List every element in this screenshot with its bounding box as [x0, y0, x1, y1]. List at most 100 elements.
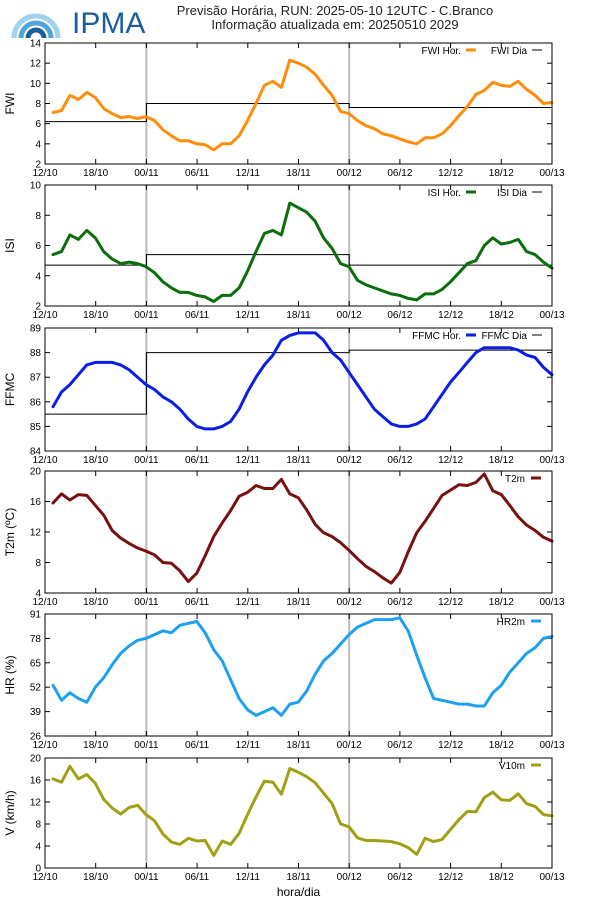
y-tick-label: 84: [30, 447, 42, 458]
y-tick-label: 20: [30, 754, 42, 765]
x-tick-label: 00/11: [134, 168, 159, 179]
plot-frame: [44, 327, 553, 452]
x-tick-label: 00/13: [539, 597, 564, 608]
panel-1: 2 4 6 8 10 12 14 12/10 18/10 00/11 06/11 12/11 18/11…: [3, 39, 565, 180]
x-tick-label: 18/11: [286, 872, 311, 883]
x-tick-label: 06/11: [185, 168, 210, 179]
y-tick-label: 20: [30, 467, 42, 478]
y-tick-label: 85: [30, 422, 42, 433]
y-tick-label: 89: [30, 324, 42, 335]
x-tick-label: 06/12: [387, 310, 412, 321]
series-line: [51, 201, 554, 303]
y-tick-label: 4: [35, 139, 41, 150]
y-tick-label: 87: [30, 373, 42, 384]
x-tick-label: 06/12: [387, 597, 412, 608]
x-tick-label: 00/13: [539, 310, 564, 321]
x-tick-label: 18/11: [286, 740, 311, 751]
x-tick-label: 12/12: [438, 872, 463, 883]
x-tick-label: 18/11: [286, 168, 311, 179]
x-tick-label: 06/12: [387, 740, 412, 751]
x-tick-label: 18/11: [286, 597, 311, 608]
ipma-logo-text: IPMA: [72, 7, 146, 40]
x-tick-label: 18/10: [83, 597, 108, 608]
x-tick-label: 18/11: [286, 455, 311, 466]
x-tick-label: 06/12: [387, 168, 412, 179]
x-tick-label: 12/10: [32, 455, 57, 466]
y-tick-label: 88: [30, 348, 42, 359]
y-tick-label: 8: [35, 558, 41, 569]
panel-2: 2 4 6 8 10 12/10 18/10 00/11 06/11 12/11 18/11 00/1…: [3, 181, 565, 322]
y-tick-label: 14: [30, 39, 42, 50]
panel-3: 84 85 86 87 88 89 12/10 18/10 00/11 06/11 12/11 18/…: [3, 324, 565, 467]
x-tick-label: 00/11: [134, 597, 159, 608]
x-tick-label: 12/10: [32, 168, 57, 179]
legend-label: FFMC Hor.: [412, 331, 461, 342]
y-axis-label: FWI: [3, 93, 17, 115]
plot-frame: [44, 470, 553, 594]
x-tick-label: 18/12: [489, 597, 514, 608]
x-tick-label: 00/12: [337, 168, 362, 179]
daily-step-line: [45, 103, 552, 123]
x-tick-label: 12/11: [236, 872, 261, 883]
x-tick-label: 06/11: [185, 872, 210, 883]
y-tick-label: 6: [35, 119, 41, 130]
x-tick-label: 12/12: [438, 168, 463, 179]
legend-label: FFMC Dia: [481, 331, 527, 342]
series-line: [51, 616, 554, 717]
x-tick-label: 12/12: [438, 740, 463, 751]
x-tick-label: 12/11: [236, 597, 261, 608]
series-line: [51, 331, 554, 431]
x-tick-label: 18/10: [83, 168, 108, 179]
y-tick-label: 52: [30, 683, 42, 694]
legend-label: ISI Dia: [497, 188, 527, 199]
x-tick-label: 18/10: [83, 455, 108, 466]
y-tick-label: 39: [30, 707, 42, 718]
x-tick-label: 18/10: [83, 310, 108, 321]
x-tick-label: 00/12: [337, 872, 362, 883]
x-tick-label: 00/12: [337, 455, 362, 466]
x-tick-label: 12/11: [236, 740, 261, 751]
x-axis-label: hora/dia: [277, 885, 321, 899]
x-tick-label: 00/11: [134, 740, 159, 751]
panel-4: 4 8 12 16 20 12/10 18/10 00/11 06/11 12/11 18/11 00…: [3, 467, 565, 609]
y-tick-label: 16: [30, 776, 42, 787]
y-tick-label: 6: [35, 241, 41, 252]
x-tick-label: 00/13: [539, 740, 564, 751]
y-axis-label: V (km/h): [3, 790, 17, 835]
x-tick-label: 00/13: [539, 872, 564, 883]
x-tick-label: 18/12: [489, 872, 514, 883]
plot-frame: [44, 42, 553, 165]
x-tick-label: 18/10: [83, 872, 108, 883]
plot-frame: [44, 757, 553, 869]
y-axis-label: FFMC: [3, 373, 17, 407]
header-title: Previsão Horária, RUN: 2025-05-10 12UTC …: [176, 3, 494, 18]
y-tick-label: 65: [30, 658, 42, 669]
x-tick-label: 06/11: [185, 455, 210, 466]
y-axis-label: HR (%): [3, 655, 17, 694]
series-line: [51, 764, 554, 857]
y-tick-label: 4: [35, 842, 41, 853]
x-tick-label: 06/11: [185, 740, 210, 751]
y-tick-label: 86: [30, 397, 42, 408]
x-tick-label: 12/10: [32, 597, 57, 608]
x-tick-label: 12/11: [236, 168, 261, 179]
y-tick-label: 10: [30, 79, 42, 90]
x-tick-label: 00/13: [539, 455, 564, 466]
y-tick-label: 12: [30, 798, 42, 809]
x-tick-label: 12/12: [438, 455, 463, 466]
ipma-logo-icon: [11, 13, 61, 39]
legend-label: V10m: [499, 761, 525, 772]
y-tick-label: 2: [35, 302, 41, 313]
series-line: [51, 472, 554, 585]
x-tick-label: 06/11: [185, 597, 210, 608]
x-tick-label: 06/12: [387, 455, 412, 466]
legend-label: HR2m: [497, 617, 525, 628]
y-tick-label: 26: [30, 732, 42, 743]
y-tick-label: 8: [35, 211, 41, 222]
x-tick-label: 00/13: [539, 168, 564, 179]
legend-label: T2m: [505, 474, 525, 485]
y-tick-label: 10: [30, 181, 42, 192]
x-tick-label: 00/12: [337, 740, 362, 751]
x-tick-label: 18/12: [489, 740, 514, 751]
y-tick-label: 12: [30, 528, 42, 539]
